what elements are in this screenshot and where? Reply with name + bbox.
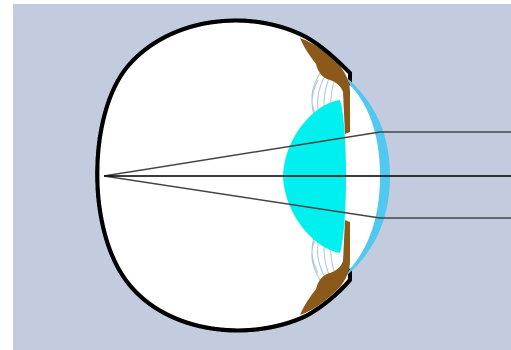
- light-ray-lower-refracted: [103, 175, 381, 219]
- light-ray-upper-refracted: [103, 131, 381, 177]
- cornea: [346, 77, 390, 276]
- anterior-chamber: [341, 85, 380, 269]
- eyeball-outline: [95, 18, 352, 333]
- iris-lower: [300, 220, 350, 315]
- iris-upper: [300, 38, 350, 134]
